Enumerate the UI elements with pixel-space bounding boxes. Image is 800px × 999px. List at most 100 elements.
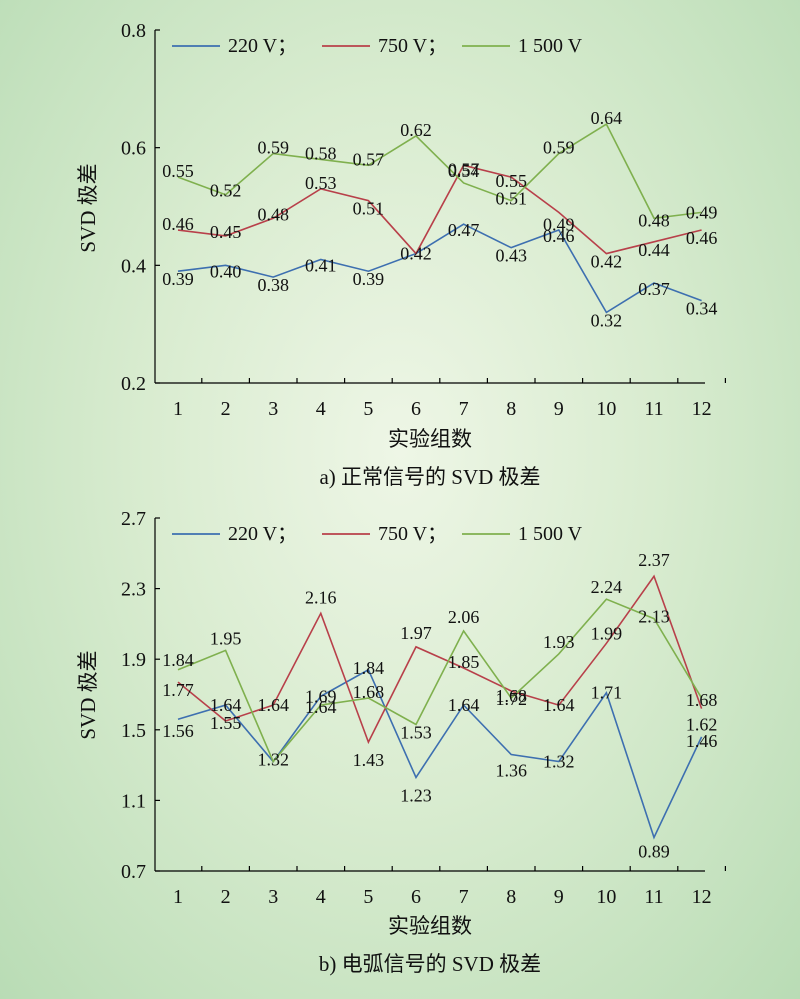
- data-label-750V: 0.42: [591, 252, 623, 272]
- series-line-1500V: [177, 122, 702, 220]
- data-label-1500V: 0.55: [162, 161, 194, 181]
- data-label-750V: 1.64: [257, 695, 289, 715]
- data-label-1500V: 1.68: [495, 686, 527, 706]
- x-tick-label: 9: [554, 398, 564, 420]
- data-label-750V: 0.55: [495, 171, 527, 191]
- chart-b-legend: 220 V； 750 V； 1 500 V: [172, 523, 583, 545]
- x-tick-label: 12: [692, 886, 712, 908]
- data-label-1500V: 0.51: [495, 189, 527, 209]
- data-label-750V: 0.48: [257, 204, 289, 224]
- data-label-1500V: 0.59: [543, 138, 575, 158]
- data-label-220V: 0.41: [305, 255, 337, 275]
- y-tick-label: 1.1: [121, 790, 146, 812]
- chart-a-ylabel: SVD 极差: [76, 163, 100, 252]
- data-label-1500V: 0.48: [638, 210, 670, 230]
- chart-b-xlabel: 实验组数: [388, 914, 472, 938]
- chart-a-axes: [154, 30, 705, 384]
- series-line-1500V: [177, 598, 703, 764]
- y-tick-label: 1.9: [121, 649, 146, 671]
- x-tick-label: 4: [316, 398, 326, 420]
- data-label-750V: 0.51: [353, 199, 385, 219]
- data-label-220V: 0.43: [495, 246, 527, 266]
- series-line-750V: [177, 574, 703, 745]
- data-label-750V: 0.44: [638, 240, 670, 260]
- x-tick-label: 10: [596, 886, 616, 908]
- data-label-750V: 1.77: [162, 680, 194, 700]
- data-label-1500V: 1.68: [353, 682, 385, 702]
- x-tick-label: 7: [459, 886, 469, 908]
- data-label-750V: 0.53: [305, 173, 337, 193]
- data-label-750V: 1.55: [210, 713, 242, 733]
- x-tick-label: 9: [554, 886, 564, 908]
- y-tick-label: 0.7: [121, 861, 146, 883]
- chart-b-arc-signal: 0.71.11.51.92.32.7 1 2 3 4 5 6 7 8 9 10 11 12 1.561…: [76, 508, 727, 976]
- legend-label-750V: 750 V；: [378, 35, 447, 57]
- data-label-750V: 0.46: [686, 228, 718, 248]
- data-label-750V: 1.99: [591, 623, 623, 643]
- x-tick-label: 4: [316, 886, 326, 908]
- data-label-750V: 1.62: [686, 715, 718, 735]
- data-label-1500V: 0.58: [305, 143, 337, 163]
- data-label-750V: 0.46: [162, 214, 194, 234]
- data-label-750V: 1.43: [353, 750, 385, 770]
- data-label-220V: 1.56: [162, 721, 194, 741]
- data-label-220V: 0.46: [543, 226, 575, 246]
- data-label-220V: 0.37: [638, 279, 670, 299]
- chart-b-data-labels: 1.56 1.64 1.32 1.69 1.84 1.23 1.64 1.36 1.32 1.71…: [162, 550, 717, 861]
- data-label-1500V: 0.54: [448, 161, 480, 181]
- x-tick-label: 12: [692, 398, 712, 420]
- chart-a-xlabel: 实验组数: [388, 427, 472, 451]
- data-label-750V: 2.37: [638, 550, 670, 570]
- data-label-220V: 1.36: [495, 761, 527, 781]
- data-label-750V: 1.97: [400, 623, 432, 643]
- data-label-750V: 1.72: [495, 689, 527, 709]
- data-label-1500V: 0.52: [210, 181, 242, 201]
- data-label-220V: 1.64: [448, 695, 480, 715]
- y-tick-label: 2.7: [121, 508, 146, 530]
- data-label-220V: 1.69: [305, 686, 337, 706]
- data-label-220V: 1.23: [400, 785, 432, 805]
- data-label-220V: 0.40: [210, 261, 242, 281]
- x-tick-label: 3: [268, 398, 278, 420]
- series-line-750V: [177, 164, 702, 255]
- x-tick-label: 1: [173, 886, 183, 908]
- chart-b-series-lines: [177, 574, 703, 840]
- x-tick-label: 10: [596, 398, 616, 420]
- x-tick-label: 3: [268, 886, 278, 908]
- x-tick-label: 5: [363, 398, 373, 420]
- data-label-750V: 0.45: [210, 222, 242, 242]
- series-line-220V: [177, 223, 702, 314]
- y-tick-label: 0.4: [121, 255, 146, 277]
- legend-label-1500V: 1 500 V: [518, 35, 583, 57]
- x-tick-label: 6: [411, 886, 421, 908]
- data-label-220V: 0.47: [448, 220, 480, 240]
- legend-label-1500V: 1 500 V: [518, 523, 583, 545]
- data-label-750V: 0.49: [543, 214, 575, 234]
- chart-b-x-ticks: 1 2 3 4 5 6 7 8 9 10 11 12: [173, 866, 727, 908]
- data-label-1500V: 1.95: [210, 628, 242, 648]
- data-label-220V: 0.39: [162, 269, 194, 289]
- legend-label-750V: 750 V；: [378, 523, 447, 545]
- data-label-220V: 0.34: [686, 299, 718, 319]
- y-tick-label: 0.2: [121, 373, 146, 395]
- x-tick-label: 8: [506, 398, 516, 420]
- y-tick-label: 0.6: [121, 138, 146, 160]
- data-label-1500V: 2.24: [591, 577, 623, 597]
- x-tick-label: 6: [411, 398, 421, 420]
- data-label-1500V: 1.68: [686, 690, 718, 710]
- chart-b-axes: [154, 518, 705, 872]
- chart-a-legend: 220 V； 750 V； 1 500 V: [172, 35, 583, 57]
- data-label-1500V: 2.13: [638, 607, 670, 627]
- data-label-220V: 0.89: [638, 841, 670, 861]
- data-label-1500V: 0.59: [257, 138, 289, 158]
- data-label-220V: 1.32: [257, 750, 289, 770]
- data-label-1500V: 1.53: [400, 723, 432, 743]
- chart-a-normal-signal: 0.20.40.60.8 1 2 3 4 5 6 7 8 9 10 11 12 0.39 0.400.3…: [76, 20, 727, 489]
- data-label-220V: 1.64: [210, 695, 242, 715]
- chart-a-data-labels: 0.39 0.40 0.38 0.41 0.39 0.42 0.47 0.43 0.46 0.32…: [162, 108, 717, 330]
- data-label-750V: 2.16: [305, 587, 337, 607]
- data-label-220V: 0.38: [257, 275, 289, 295]
- chart-a-series-lines: [177, 122, 702, 314]
- x-tick-label: 11: [644, 398, 663, 420]
- data-label-220V: 1.84: [353, 658, 385, 678]
